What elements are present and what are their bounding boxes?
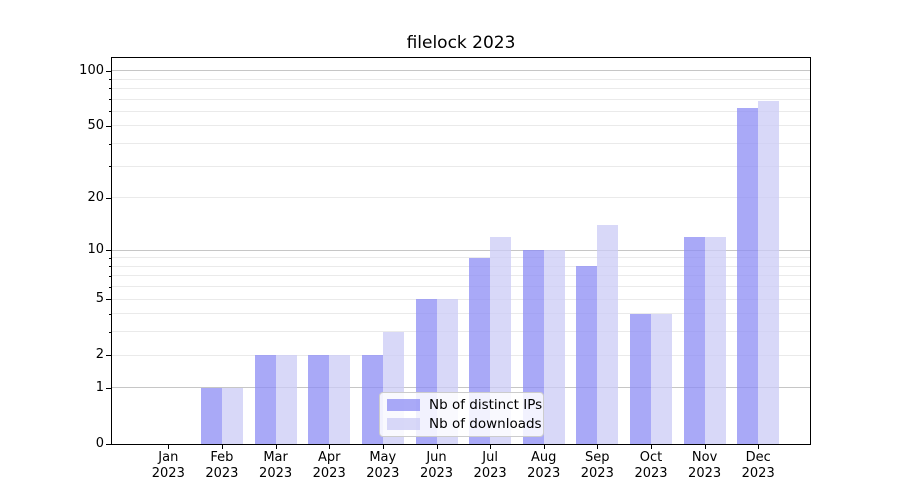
x-tick [758, 445, 760, 449]
x-tick [382, 445, 384, 449]
x-tick [490, 445, 492, 449]
y-tick-label: 10 [87, 242, 104, 257]
gridline-minor [112, 354, 810, 356]
bar-ips-8 [576, 266, 598, 444]
x-tick [275, 445, 277, 449]
x-tick-label: Apr 2023 [312, 450, 346, 481]
gridline-minor [112, 286, 810, 288]
y-minor-tick [109, 257, 111, 259]
gridline-major [112, 249, 810, 251]
x-tick-label: Mar 2023 [259, 450, 293, 481]
plot-inner [112, 58, 810, 444]
x-tick-label: Aug 2023 [527, 450, 561, 481]
y-minor-tick [109, 143, 111, 145]
bar-dl-9 [651, 313, 672, 444]
legend-row-distinct-ips: Nb of distinct IPs [387, 398, 543, 412]
x-tick [597, 445, 599, 449]
gridline-minor [112, 275, 810, 277]
bar-dl-1 [221, 387, 243, 444]
gridline-major [112, 387, 810, 389]
gridline-major [112, 70, 810, 72]
gridline-minor [112, 98, 810, 100]
y-minor-tick [109, 88, 111, 90]
y-minor-tick [109, 166, 111, 168]
y-tick [106, 70, 111, 72]
bar-ips-4 [361, 355, 383, 444]
bar-dl-11 [758, 101, 780, 444]
bar-dl-7 [543, 250, 565, 444]
legend-label-distinct-ips: Nb of distinct IPs [429, 397, 543, 413]
y-minor-tick [109, 275, 111, 277]
x-tick-label: Oct 2023 [634, 450, 668, 481]
x-tick [543, 445, 545, 449]
gridline-minor [112, 110, 810, 112]
x-tick [168, 445, 170, 449]
chart-title: filelock 2023 [406, 33, 516, 53]
x-tick [221, 445, 223, 449]
gridline-minor [112, 265, 810, 267]
gridline-minor [112, 87, 810, 89]
x-tick-label: May 2023 [366, 450, 400, 481]
x-tick-label: Jan 2023 [151, 450, 185, 481]
gridline-minor [112, 125, 810, 127]
y-minor-tick [109, 111, 111, 113]
y-tick-label: 0 [95, 436, 104, 451]
y-minor-tick [109, 286, 111, 288]
gridline-minor [112, 298, 810, 300]
y-minor-tick [109, 99, 111, 101]
y-tick [106, 444, 111, 445]
legend-row-downloads: Nb of downloads [387, 417, 543, 431]
y-tick-label: 20 [87, 189, 104, 205]
x-tick-label: Nov 2023 [688, 450, 722, 481]
bar-dl-8 [597, 224, 619, 444]
y-tick [106, 197, 111, 199]
y-minor-tick [109, 79, 111, 80]
legend-swatch-downloads [387, 418, 420, 430]
gridline-minor [112, 197, 810, 199]
y-tick [106, 250, 111, 251]
bar-dl-3 [329, 355, 351, 444]
x-tick-label: Sep 2023 [580, 450, 614, 481]
bar-dl-2 [275, 355, 297, 444]
x-tick [651, 445, 652, 449]
bar-dl-10 [704, 236, 726, 444]
gridline-minor [112, 78, 810, 80]
bar-ips-10 [683, 236, 705, 444]
y-minor-tick [109, 266, 111, 268]
y-tick [106, 355, 111, 357]
gridline-minor [112, 143, 810, 144]
bar-ips-2 [254, 355, 276, 444]
bar-ips-11 [737, 107, 759, 444]
gridline-minor [112, 257, 810, 259]
x-tick-label: Feb 2023 [205, 450, 239, 481]
y-tick-label: 2 [95, 347, 104, 363]
plot-area [111, 57, 811, 445]
gridline-minor [112, 165, 810, 167]
legend-swatch-distinct-ips [387, 399, 420, 411]
x-tick [329, 445, 331, 449]
legend: Nb of distinct IPs Nb of downloads [379, 392, 544, 437]
y-tick [106, 299, 111, 300]
gridline-minor [112, 313, 810, 315]
bar-ips-1 [200, 387, 222, 444]
y-tick-label: 5 [95, 291, 104, 306]
x-tick-label: Dec 2023 [741, 450, 775, 481]
x-tick [704, 445, 706, 449]
bar-ips-9 [630, 313, 651, 444]
legend-label-downloads: Nb of downloads [429, 416, 542, 432]
y-tick [106, 387, 111, 389]
y-minor-tick [109, 331, 111, 333]
y-tick [106, 125, 111, 127]
y-tick-label: 100 [79, 62, 104, 78]
x-tick-label: Jul 2023 [473, 450, 507, 481]
x-tick [436, 445, 438, 449]
gridline-minor [112, 331, 810, 333]
y-minor-tick [109, 313, 111, 315]
y-tick-label: 1 [95, 379, 104, 395]
x-tick-label: Jun 2023 [419, 450, 454, 481]
bar-ips-3 [308, 355, 330, 444]
y-tick-label: 50 [87, 117, 104, 133]
